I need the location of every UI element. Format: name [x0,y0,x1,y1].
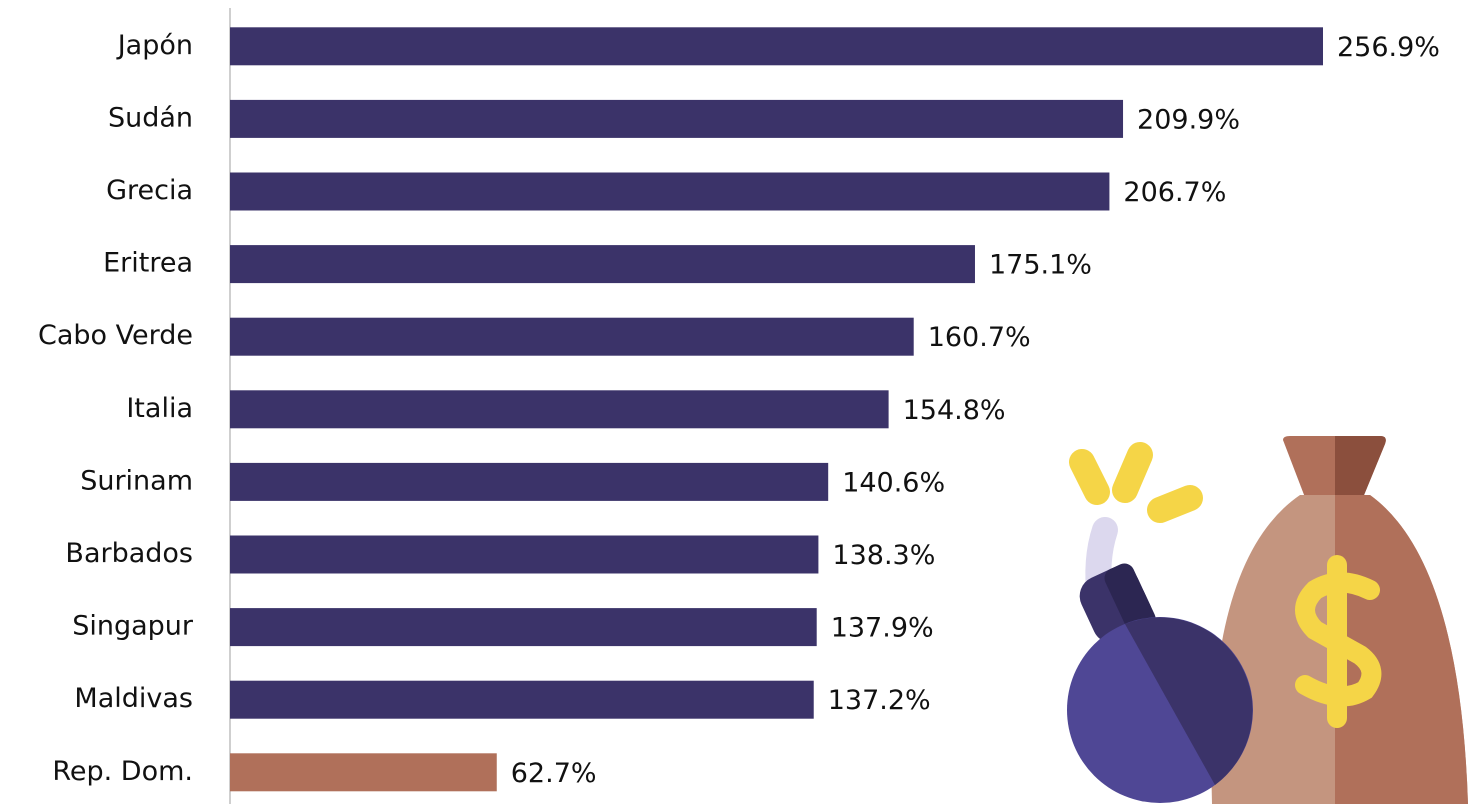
value-label: 256.9% [1337,32,1440,63]
value-label: 206.7% [1123,177,1226,208]
value-label: 137.9% [831,613,934,644]
bar [230,100,1123,138]
bar [230,390,889,428]
bar [230,173,1109,211]
value-label: 175.1% [989,250,1092,281]
y-tick-label: Barbados [65,538,193,569]
y-tick-label: Singapur [72,611,194,642]
illustration [1067,436,1468,804]
y-tick-label: Rep. Dom. [52,756,193,787]
y-tick-label: Maldivas [74,683,193,714]
value-label: 140.6% [842,467,945,498]
bar [230,245,975,283]
bar [230,27,1323,65]
y-tick-label: Grecia [106,175,193,206]
y-tick-label: Italia [126,393,193,424]
chart: Japón 256.9% Sudán 209.9% Grecia 206.7% Eritre… [0,0,1469,804]
y-tick-label: Cabo Verde [38,320,193,351]
y-tick-label: Eritrea [103,248,193,279]
value-label: 137.2% [828,685,931,716]
y-tick-label: Surinam [80,465,193,496]
bar [230,681,814,719]
bar [230,463,828,501]
value-label: 138.3% [832,540,935,571]
value-label: 154.8% [903,395,1006,426]
value-label: 209.9% [1137,104,1240,135]
value-label: 62.7% [511,758,597,789]
value-label: 160.7% [928,322,1031,353]
bar [230,318,914,356]
bar [230,608,817,646]
bar [230,753,497,791]
bar [230,536,818,574]
y-tick-label: Japón [116,30,193,61]
y-tick-label: Sudán [108,102,193,133]
